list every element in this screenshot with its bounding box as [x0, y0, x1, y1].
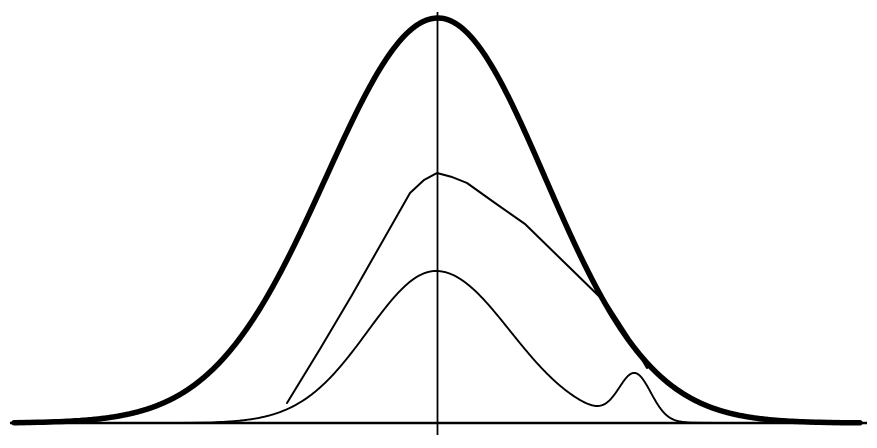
- bold-density-curve: [11, 15, 863, 426]
- truncated-component-curve: [286, 172, 648, 404]
- bimodal-component-curve: [147, 270, 800, 424]
